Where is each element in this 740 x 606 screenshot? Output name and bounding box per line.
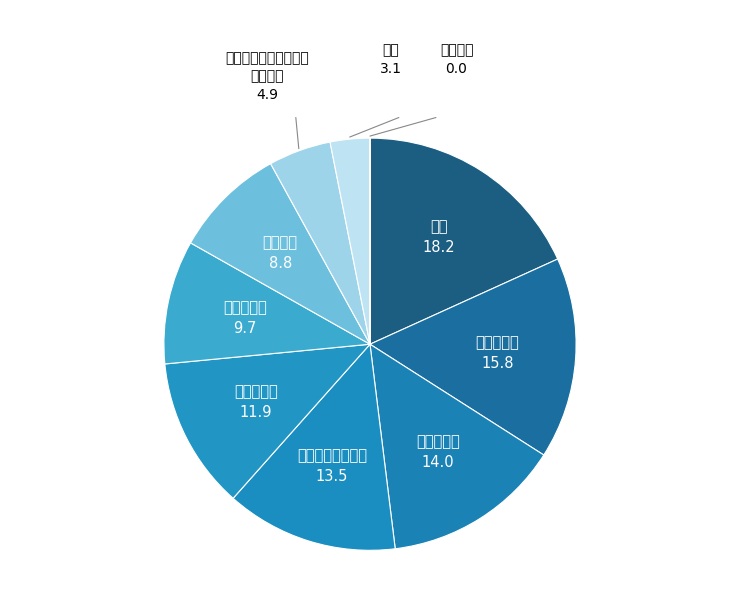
- Text: ヘルスケア
15.8: ヘルスケア 15.8: [476, 335, 519, 371]
- Text: 素材
3.1: 素材 3.1: [380, 44, 402, 76]
- Text: 資本財・サービス
13.5: 資本財・サービス 13.5: [297, 448, 367, 484]
- Wedge shape: [233, 344, 395, 550]
- Wedge shape: [190, 164, 370, 344]
- Text: 情報技術
8.8: 情報技術 8.8: [263, 235, 297, 271]
- Wedge shape: [164, 243, 370, 364]
- Wedge shape: [370, 259, 576, 455]
- Wedge shape: [330, 138, 370, 344]
- Text: 生活必需品
14.0: 生活必需品 14.0: [417, 435, 460, 470]
- Text: 公益事業
0.0: 公益事業 0.0: [440, 44, 474, 76]
- Wedge shape: [370, 344, 544, 549]
- Text: 金融
18.2: 金融 18.2: [423, 219, 456, 255]
- Text: エネルギー
11.9: エネルギー 11.9: [235, 384, 278, 420]
- Text: コミュニケーション・
サービス
4.9: コミュニケーション・ サービス 4.9: [225, 51, 309, 102]
- Wedge shape: [271, 142, 370, 344]
- Wedge shape: [370, 138, 558, 344]
- Wedge shape: [165, 344, 370, 498]
- Text: 一般消費財
9.7: 一般消費財 9.7: [223, 300, 267, 336]
